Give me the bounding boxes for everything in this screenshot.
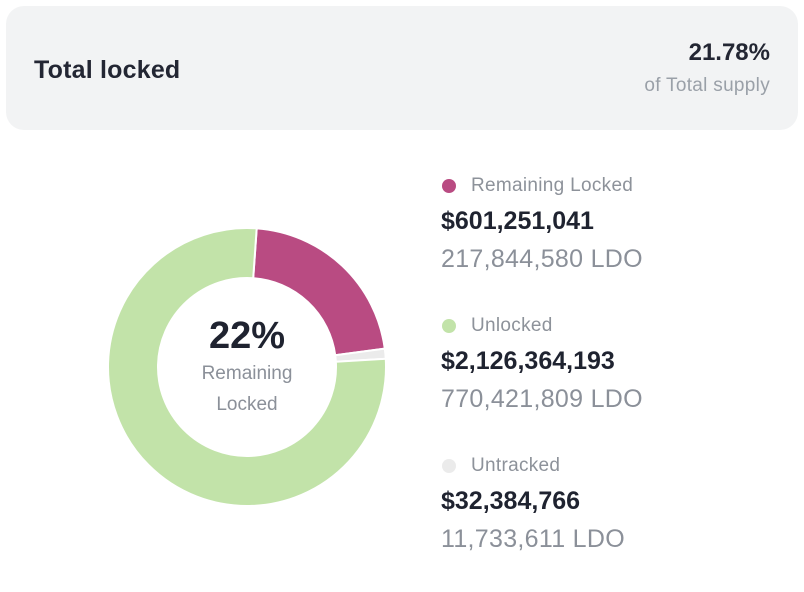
legend-ldo-value: 11,733,611 LDO — [441, 525, 625, 553]
legend-label: Untracked — [471, 455, 561, 476]
legend-usd-value: $32,384,766 — [441, 487, 581, 515]
supply-percent-block: 21.78% of Total supply — [644, 38, 770, 98]
legend-item-remaining-locked: Remaining Locked $601,251,041 217,844,58… — [441, 172, 781, 312]
unlocked-dot-icon — [442, 319, 456, 333]
total-locked-card: Total locked 21.78% of Total supply — [6, 6, 798, 130]
donut-center: 22% Remaining Locked — [106, 314, 388, 420]
card-title: Total locked — [34, 56, 181, 84]
locked-percent: 21.78% — [688, 39, 770, 66]
center-percent: 22% — [208, 315, 286, 357]
legend-item-untracked: Untracked $32,384,766 11,733,611 LDO — [441, 452, 781, 592]
legend-item-unlocked: Unlocked $2,126,364,193 770,421,809 LDO — [441, 312, 781, 452]
legend-label: Unlocked — [471, 315, 553, 336]
legend-usd-value: $601,251,041 — [441, 207, 594, 235]
center-label: Remaining Locked — [201, 363, 293, 415]
total-supply-caption: of Total supply — [644, 75, 770, 96]
donut-svg — [107, 227, 387, 507]
legend: Remaining Locked $601,251,041 217,844,58… — [441, 172, 781, 592]
donut-segment-unlocked — [107, 227, 387, 507]
legend-label: Remaining Locked — [471, 175, 634, 196]
donut-chart: 22% Remaining Locked — [106, 226, 388, 508]
untracked-dot-icon — [442, 459, 456, 473]
remaining-locked-dot-icon — [442, 179, 456, 193]
legend-usd-value: $2,126,364,193 — [441, 347, 615, 375]
legend-ldo-value: 217,844,580 LDO — [441, 245, 643, 273]
legend-ldo-value: 770,421,809 LDO — [441, 385, 643, 413]
